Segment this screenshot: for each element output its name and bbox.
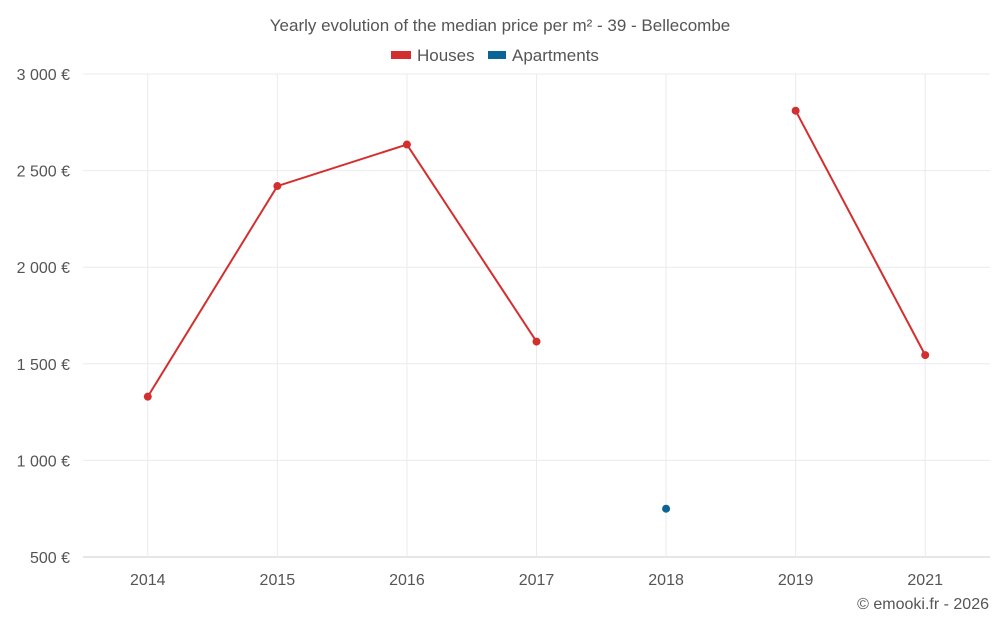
data-point-houses: [791, 106, 800, 115]
legend-swatch-houses: [391, 51, 411, 59]
credit: © emooki.fr - 2026: [857, 596, 989, 613]
y-axis: 500 € 1 000 € 1 500 € 2 000 € 2 500 € 3 000 €: [17, 67, 70, 567]
x-tick-label: 2016: [389, 572, 425, 589]
data-point-houses: [273, 182, 282, 191]
data-point-houses: [532, 337, 541, 346]
legend-label-apartments: Apartments: [512, 46, 599, 65]
legend-swatch-apartments: [488, 51, 506, 59]
legend: Houses Apartments: [391, 46, 599, 65]
y-tick-label: 2 000 €: [17, 260, 70, 277]
x-tick-label: 2017: [519, 572, 555, 589]
y-tick-label: 1 000 €: [17, 453, 70, 470]
series-line-houses: [146, 143, 538, 398]
y-tick-label: 500 €: [30, 550, 70, 567]
series-points: [143, 106, 930, 513]
y-tick-label: 2 500 €: [17, 164, 70, 181]
data-point-houses: [402, 140, 411, 149]
x-tick-label: 2019: [778, 572, 814, 589]
x-tick-label: 2021: [907, 572, 943, 589]
data-point-houses: [143, 392, 152, 401]
x-tick-label: 2015: [260, 572, 296, 589]
y-tick-label: 3 000 €: [17, 67, 70, 84]
series-lines: [146, 110, 927, 398]
grid: [83, 73, 990, 558]
series-line-houses: [794, 110, 927, 356]
chart-title: Yearly evolution of the median price per…: [270, 16, 731, 35]
y-tick-label: 1 500 €: [17, 357, 70, 374]
x-tick-label: 2014: [130, 572, 166, 589]
data-point-houses: [921, 351, 930, 360]
data-point-apartments: [662, 504, 671, 513]
x-tick-label: 2018: [648, 572, 684, 589]
legend-item-apartments[interactable]: Apartments: [488, 46, 599, 65]
x-axis: 2014 2015 2016 2017 2018 2019 2021: [130, 572, 943, 589]
legend-label-houses: Houses: [417, 46, 475, 65]
legend-item-houses[interactable]: Houses: [391, 46, 475, 65]
